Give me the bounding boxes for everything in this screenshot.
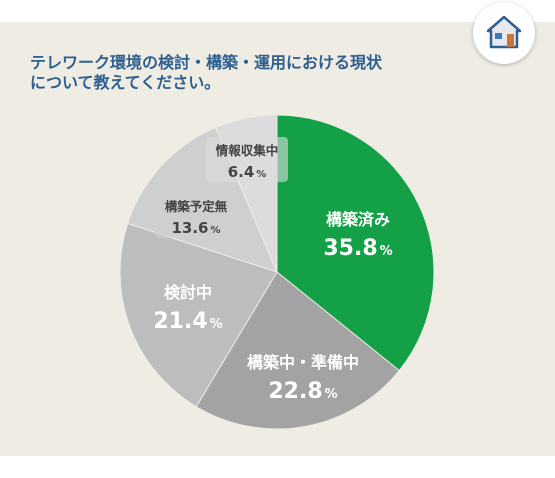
slice-name-3: 構築予定無 [165,199,228,214]
slice-value-0: 35.8% [323,236,392,261]
slice-value-1: 22.8% [268,379,337,404]
slice-label-2: 検討中 21.4% [153,283,222,334]
slice-value-2: 21.4% [153,309,222,334]
slice-label-bg-4 [206,137,288,182]
slice-name-1: 構築中・準備中 [247,353,359,372]
slice-value-4: 6.4% [228,163,267,181]
slice-label-0: 構築済み 35.8% [323,210,392,261]
survey-question: テレワーク環境の検討・構築・運用における現状 について教えてください。 [30,53,470,93]
slice-label-4: 情報収集中 6.4% [206,137,288,182]
slice-name-2: 検討中 [164,283,212,302]
slice-value-3: 13.6% [171,219,220,237]
pie-slice-0 [276,114,435,372]
slice-name-4: 情報収集中 [216,143,279,158]
question-line-1: テレワーク環境の検討・構築・運用における現状 [30,53,383,72]
pie-slice-1 [195,271,400,430]
question-line-2: について教えてください。 [30,73,221,92]
slice-name-0: 構築済み [326,210,390,229]
house-badge [473,2,535,64]
slice-label-3: 構築予定無 13.6% [155,193,237,238]
pie-slice-2 [119,222,278,408]
slice-label-bg-3 [155,193,237,238]
slice-label-1: 構築中・準備中 22.8% [247,353,359,404]
house-icon [486,15,522,49]
